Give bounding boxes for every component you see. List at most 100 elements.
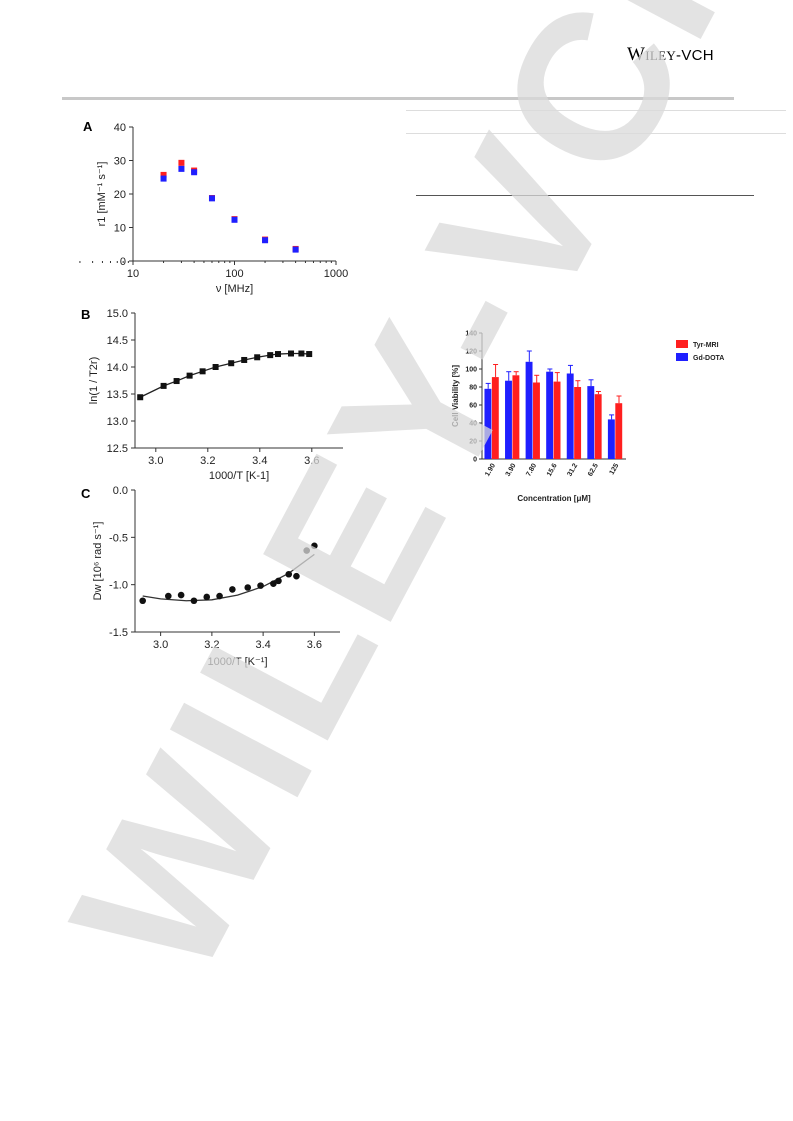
x-tick-label: 3.6 <box>307 639 322 651</box>
legend-swatch <box>676 353 688 361</box>
x-tick-label: 15.6 <box>546 462 559 477</box>
divider-line <box>406 133 786 134</box>
y-tick-label: 100 <box>465 367 477 374</box>
publisher-logo-part2: -VCH <box>676 47 714 64</box>
y-tick-label: 20 <box>469 439 477 446</box>
bar <box>484 388 492 459</box>
chart-c-shift: C -1.5 -1.0 -0.5 0.0 3.0 3.2 3.4 3.6 1000/T [K⁻¹… <box>81 485 340 668</box>
x-tick-label: 7.80 <box>525 462 538 477</box>
data-point <box>262 237 269 244</box>
data-point <box>160 171 167 178</box>
data-point <box>216 592 223 600</box>
y-tick-label: 120 <box>465 349 477 356</box>
bar <box>607 419 615 459</box>
y-tick-label: 10 <box>114 223 126 235</box>
fit-line <box>139 352 310 398</box>
data-point <box>244 584 252 591</box>
x-tick-label: 3.90 <box>505 462 518 477</box>
data-point <box>177 591 185 599</box>
x-axis-label: ν [MHz] <box>216 283 253 295</box>
panel-letter-a: A <box>83 119 93 134</box>
x-tick-label: 1000 <box>324 268 348 280</box>
x-tick-label: 125 <box>609 462 621 476</box>
data-point <box>285 570 293 578</box>
data-point <box>275 351 281 358</box>
data-point <box>254 354 261 361</box>
data-point <box>190 597 198 605</box>
chart-cell-viability: 0 20 40 60 80 100 120 140 1.90 3.90 7.80 15.6 31.2 62… <box>451 331 724 504</box>
x-tick-label: 3.6 <box>304 455 319 467</box>
x-tick-label: 10 <box>127 268 139 280</box>
bar <box>594 394 602 459</box>
data-point <box>231 216 238 223</box>
bar <box>566 373 574 459</box>
x-tick-label: 31.2 <box>566 462 579 477</box>
bar <box>587 386 595 459</box>
data-point <box>160 175 167 182</box>
x-tick-label: 1.90 <box>484 462 497 477</box>
y-tick-label: 12.5 <box>107 443 128 455</box>
data-point <box>293 572 300 580</box>
x-tick-label: 3.0 <box>153 639 168 651</box>
y-axis-label: ln(1 / T2r) <box>88 357 100 404</box>
publisher-logo: Wiley-VCH <box>627 44 714 66</box>
data-point <box>306 351 313 358</box>
data-point <box>178 165 185 172</box>
data-point <box>178 159 185 166</box>
data-point <box>229 586 236 593</box>
x-tick-label: 62.5 <box>587 462 600 477</box>
data-point <box>298 350 305 357</box>
data-point <box>165 592 172 600</box>
y-tick-label: 140 <box>465 331 477 338</box>
data-point <box>257 582 264 589</box>
data-point <box>311 542 318 550</box>
y-tick-label: 20 <box>114 189 126 201</box>
divider-line <box>406 110 786 111</box>
x-tick-label: 3.0 <box>148 455 163 467</box>
data-point <box>203 593 211 601</box>
x-tick-label: 100 <box>225 268 243 280</box>
y-tick-label: 13.0 <box>107 416 128 428</box>
bar <box>491 377 499 459</box>
y-axis-label: Cell Viability [%] <box>451 365 460 427</box>
y-tick-label: -0.5 <box>109 532 128 544</box>
data-point <box>228 360 235 367</box>
legend-label: Tyr-MRI <box>693 342 719 349</box>
data-point <box>292 246 299 253</box>
publisher-logo-part1: Wiley <box>627 44 677 65</box>
y-tick-label: 40 <box>469 421 477 428</box>
y-tick-label: 30 <box>114 156 126 168</box>
x-axis-label: 1000/T [K⁻¹] <box>207 656 267 668</box>
chart-a-relaxivity: A 010203040101001000ν [MHz]r1 [mM⁻¹ s⁻¹] <box>79 119 348 295</box>
header-rule <box>62 97 734 100</box>
x-tick-label: 3.4 <box>255 639 270 651</box>
x-axis-label: 1000/T [K-1] <box>209 470 269 482</box>
panel-letter-b: B <box>81 307 90 322</box>
data-point <box>208 195 215 202</box>
y-tick-label: 40 <box>114 122 126 134</box>
y-tick-label: 60 <box>469 403 477 410</box>
data-point <box>212 364 219 370</box>
bar <box>553 381 561 459</box>
y-tick-label: 0.0 <box>113 485 128 497</box>
bar <box>512 375 520 459</box>
legend-label: Gd-DOTA <box>693 355 724 362</box>
bar <box>574 387 582 459</box>
y-tick-label: 14.0 <box>107 362 128 374</box>
data-point <box>241 356 248 363</box>
data-point <box>173 378 180 385</box>
data-point <box>139 597 146 605</box>
y-axis-label: r1 [mM⁻¹ s⁻¹] <box>96 162 108 227</box>
panel-letter-c: C <box>81 486 91 501</box>
fit-curve <box>142 553 315 602</box>
y-tick-label: 15.0 <box>107 308 128 320</box>
legend-swatch <box>676 340 688 348</box>
x-axis-label: Concentration [μM] <box>517 494 591 503</box>
data-point <box>288 350 294 357</box>
data-point <box>137 394 144 401</box>
y-tick-label: 0 <box>473 457 477 464</box>
data-point <box>160 382 167 389</box>
bar <box>615 403 623 459</box>
data-point <box>186 372 193 379</box>
chart-b-relaxation: B 12.5 13.0 13.5 14.0 14.5 15.0 3.0 3.2 3.4 3.6 10… <box>81 307 343 482</box>
